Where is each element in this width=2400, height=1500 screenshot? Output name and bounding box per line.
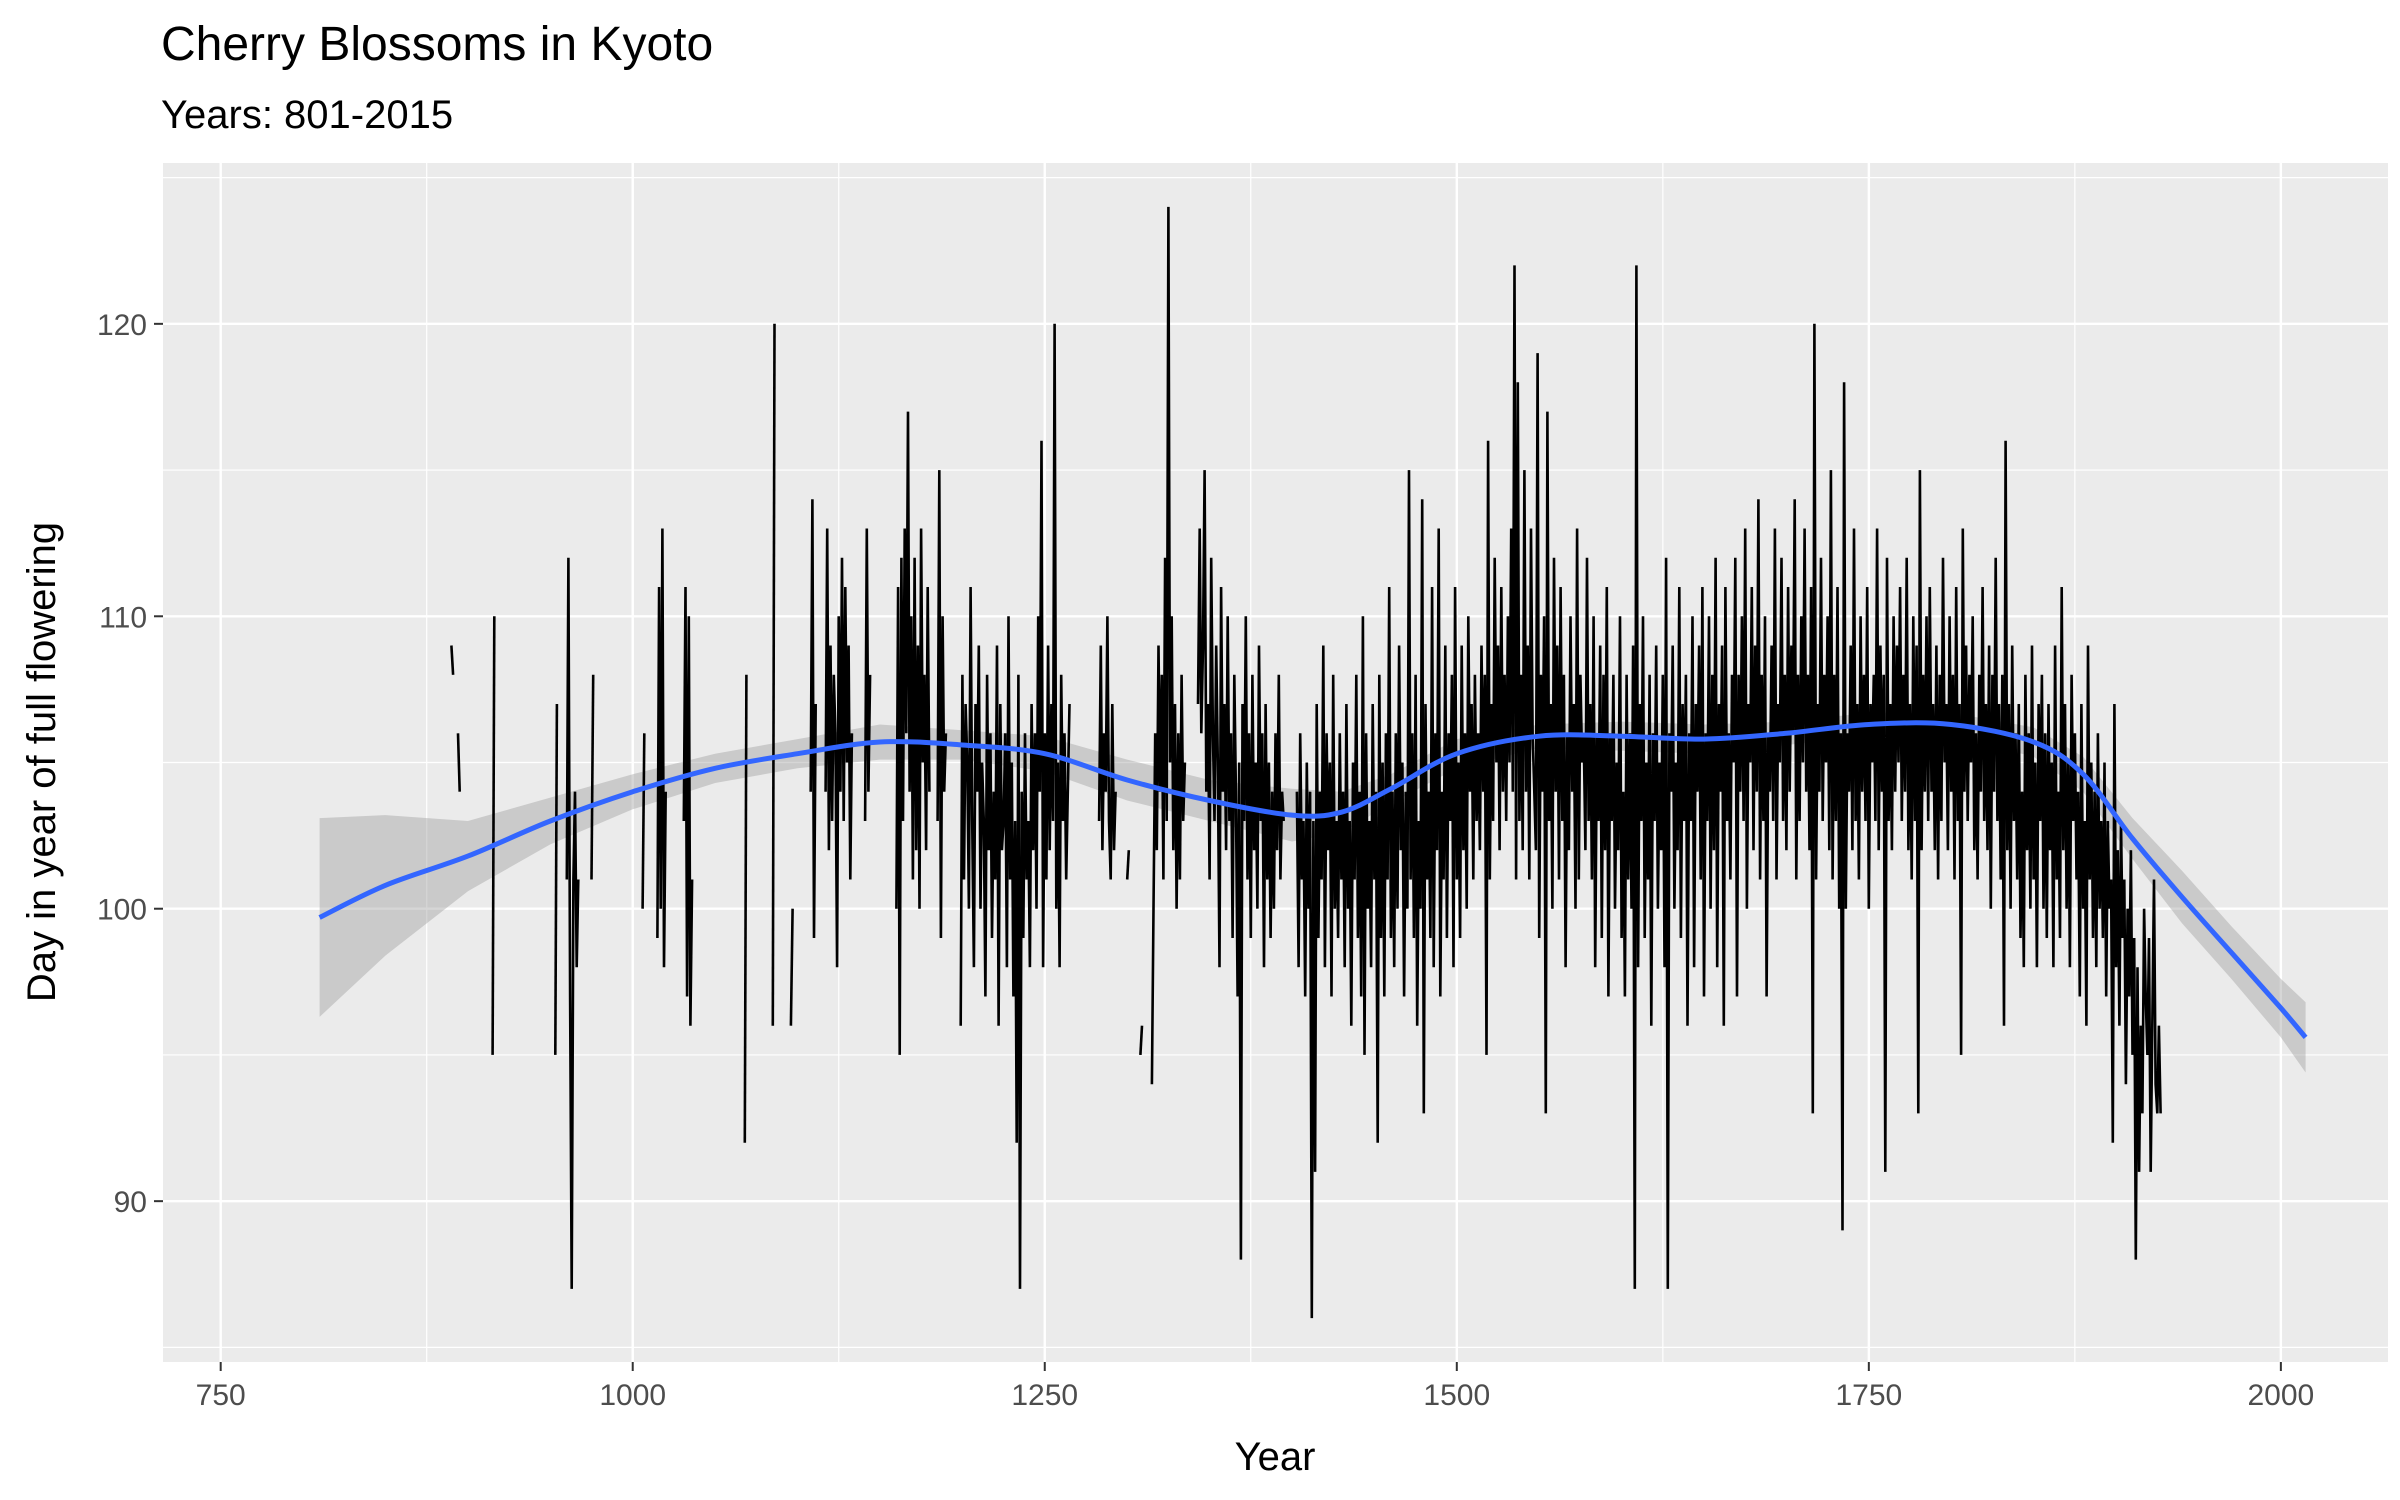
series-line-segment	[959, 323, 1071, 1289]
x-tick-label: 1500	[1423, 1379, 1490, 1412]
x-axis: 750 1000 1250 1500 1750 2000	[196, 1362, 2314, 1412]
series-line-segment	[771, 323, 776, 1026]
series-line-segment	[491, 616, 496, 1055]
series-line-segment	[656, 528, 667, 968]
series-line-segment	[863, 528, 872, 822]
series-line-segment	[789, 908, 794, 1026]
y-tick-label: 120	[97, 309, 147, 342]
series-line-segment	[450, 645, 455, 675]
series-line-segment	[824, 528, 854, 968]
y-tick-label: 100	[97, 894, 147, 927]
observed-series	[450, 206, 2162, 1319]
x-axis-title: Year	[1235, 1435, 1316, 1479]
x-tick-label: 1750	[1835, 1379, 1902, 1412]
smooth-line-path	[318, 720, 2308, 1040]
series-line-segment	[1097, 616, 1117, 880]
series-line-segment	[809, 499, 817, 939]
smooth-line	[318, 720, 2308, 1040]
series-line-segment	[1125, 850, 1131, 880]
x-tick-label: 2000	[2247, 1379, 2314, 1412]
series-line-segment	[590, 674, 595, 880]
series-line-segment	[456, 733, 461, 792]
series-line-segment	[895, 411, 931, 1055]
x-tick-label: 1000	[599, 1379, 666, 1412]
series-line-segment	[1139, 1025, 1144, 1055]
series-line-segment	[641, 733, 646, 909]
series-line-segment	[743, 674, 748, 1143]
y-tick-label: 90	[114, 1186, 147, 1219]
series-line-segment	[1295, 265, 2162, 1319]
series-line-segment	[565, 557, 580, 1289]
series-line-segment	[936, 470, 948, 939]
series-line-segment	[682, 586, 694, 1026]
chart-subtitle: Years: 801-2015	[161, 93, 453, 137]
y-tick-label: 110	[99, 601, 147, 634]
chart-title: Cherry Blossoms in Kyoto	[161, 18, 713, 71]
series-line-segment	[1196, 470, 1285, 1260]
y-axis: 90 100 110 120	[97, 309, 163, 1219]
x-tick-label: 750	[196, 1379, 246, 1412]
y-axis-title: Day in year of full flowering	[20, 522, 64, 1002]
x-tick-label: 1250	[1011, 1379, 1078, 1412]
series-line-segment	[1150, 206, 1187, 1085]
series-line-segment	[554, 703, 559, 1055]
